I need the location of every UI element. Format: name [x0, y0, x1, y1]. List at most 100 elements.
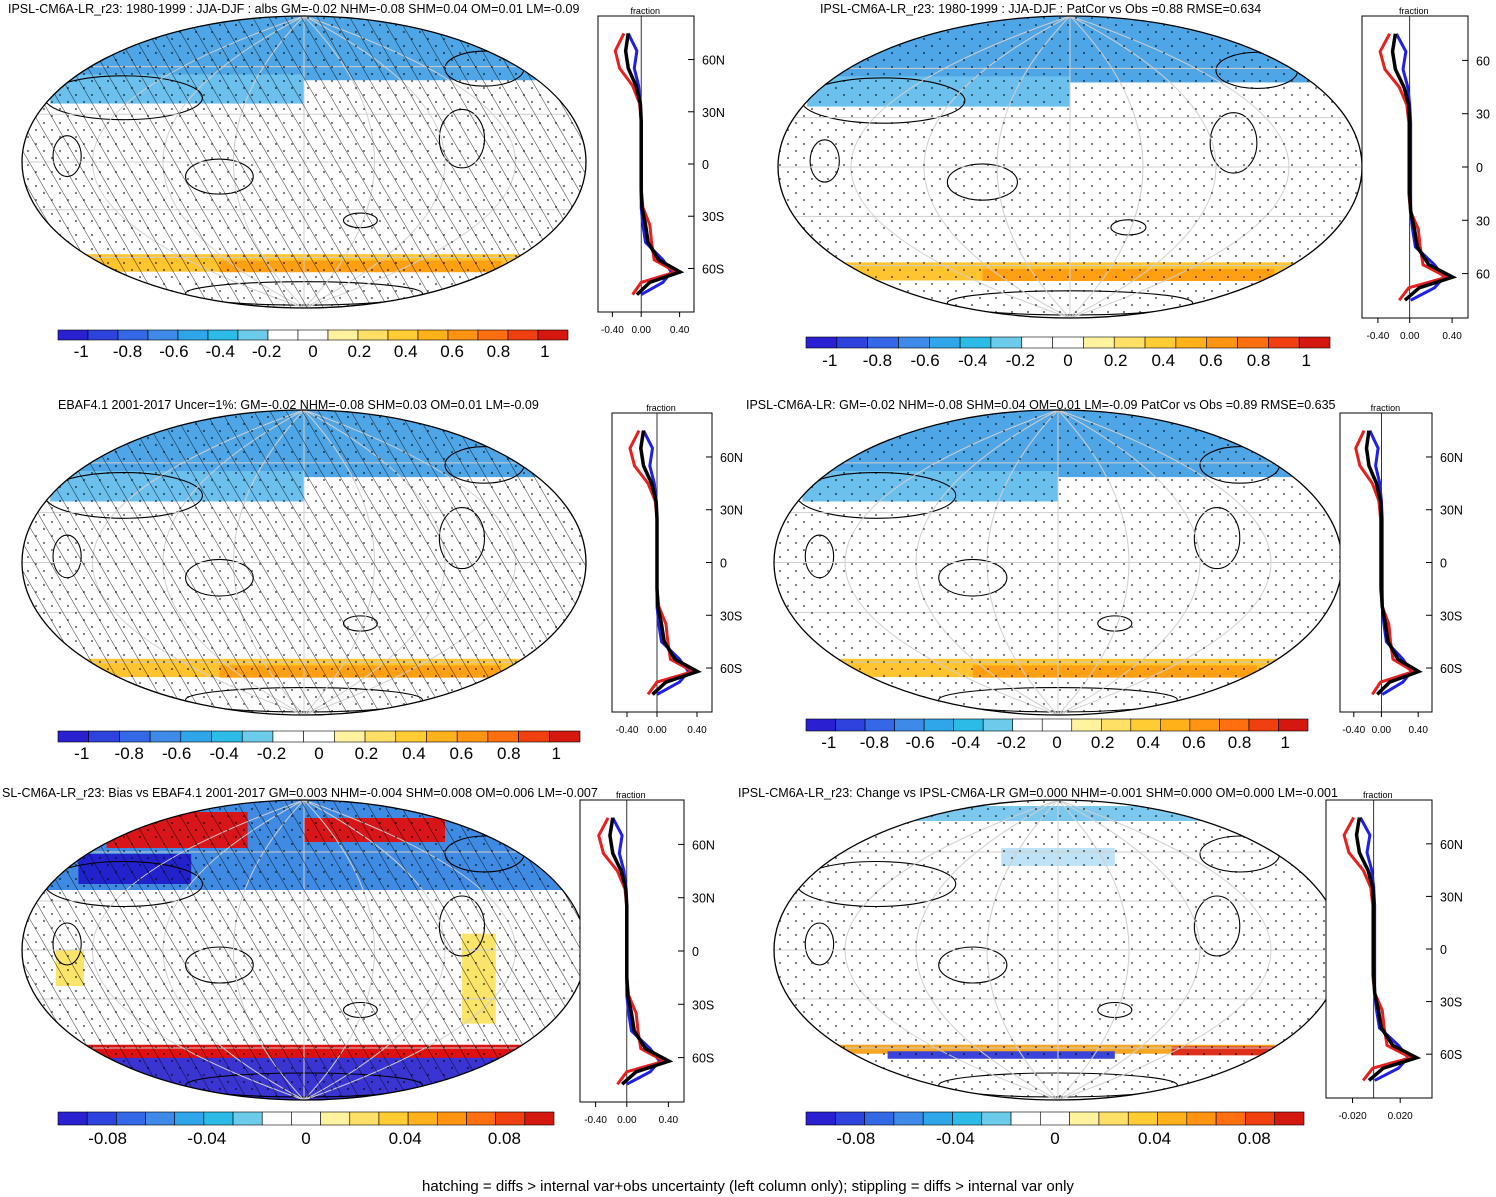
- profile-xtick-label: -0.40: [601, 325, 624, 336]
- profile-xtick-label: 0.40: [1442, 331, 1462, 342]
- map-p4: [773, 409, 1343, 716]
- colorbar-box: [207, 329, 239, 341]
- colorbar-box: [57, 730, 90, 743]
- colorbar-box: [537, 329, 569, 341]
- colorbar-box: [1130, 718, 1161, 732]
- colorbar-tick-label: 0.8: [497, 744, 521, 763]
- profile-frame: [1339, 412, 1433, 713]
- colorbar-box: [1278, 718, 1309, 732]
- colorbar-box: [357, 329, 389, 341]
- colorbar-tick-label: 0.4: [1136, 733, 1160, 752]
- colorbar-box: [1098, 1111, 1129, 1126]
- profile-ytick-label: 60: [1476, 54, 1490, 68]
- colorbar-tick-label: -0.4: [209, 744, 238, 763]
- profile-ytick-label: 0: [1440, 557, 1447, 571]
- profile-ytick-label: 30: [1476, 214, 1490, 228]
- stippling: [774, 800, 1342, 1100]
- profile-ytick-label: 60S: [1440, 1048, 1462, 1062]
- profile-ytick-label: 0: [692, 945, 699, 959]
- profile-multi-curve: [623, 33, 685, 296]
- colorbar-box: [1100, 718, 1132, 732]
- profile-xtick-label: -0.40: [1342, 725, 1365, 736]
- colorbar-box: [477, 329, 509, 341]
- colorbar-box: [898, 336, 930, 349]
- panel-title: SL-CM6A-LR_r23: Bias vs EBAF4.1 2001-201…: [2, 786, 598, 800]
- colorbar-box: [174, 1111, 205, 1126]
- colorbar-box: [387, 329, 419, 341]
- colorbar-box: [990, 336, 1023, 349]
- profile-ytick-label: 30S: [1440, 609, 1462, 623]
- colorbar-tick-label: 1: [540, 342, 549, 361]
- profile-axis-label: fraction: [1399, 6, 1429, 16]
- colorbar-tick-label: 0.2: [355, 744, 379, 763]
- figure-caption: hatching = diffs > internal var+obs unce…: [422, 1178, 1074, 1195]
- stippling: [778, 16, 1362, 318]
- colorbar-tick-label: -0.4: [206, 342, 235, 361]
- colorbar-box: [426, 730, 458, 743]
- colorbar-box: [303, 730, 335, 743]
- profile-ytick-label: 30S: [692, 998, 714, 1012]
- profile-xtick-label: 0.00: [1400, 331, 1420, 342]
- colorbar-box: [203, 1111, 234, 1126]
- colorbar-box: [867, 336, 899, 349]
- profile-ytick-label: 0: [1440, 943, 1447, 957]
- profile-ytick-label: 60: [1476, 268, 1490, 282]
- colorbar-tick-label: 0.2: [1091, 733, 1115, 752]
- profile-xtick-label: -0.40: [584, 1115, 607, 1126]
- map-border: [21, 409, 587, 716]
- profile-ytick-label: 30N: [692, 892, 715, 906]
- colorbar-tick-label: 0.6: [450, 744, 474, 763]
- colorbar-box: [1071, 718, 1102, 732]
- profile-xtick-label: -0.40: [616, 725, 639, 736]
- colorbar-box: [487, 730, 519, 743]
- colorbar-box: [524, 1111, 555, 1126]
- profile-ytick-label: 30S: [702, 210, 724, 224]
- colorbar-box: [1268, 336, 1300, 349]
- stippling: [22, 800, 586, 1100]
- profile-ytick-label: 60N: [702, 54, 725, 68]
- colorbar-tick-label: -0.8: [860, 733, 889, 752]
- profile-multi-curve: [1364, 430, 1423, 696]
- colorbar-box: [1160, 718, 1191, 732]
- colorbar-box: [320, 1111, 351, 1126]
- colorbar-box: [88, 730, 120, 743]
- colorbar-tick-label: 0.08: [1238, 1129, 1271, 1148]
- colorbar-tick-label: 0.6: [440, 342, 464, 361]
- colorbar-tick-label: 0.4: [402, 744, 426, 763]
- colorbar-tick-label: 0: [1052, 733, 1061, 752]
- profile-frame: [597, 15, 695, 313]
- colorbar-tick-label: -0.08: [836, 1129, 875, 1148]
- colorbar-tick-label: -0.04: [187, 1129, 226, 1148]
- colorbar-tick-label: 0.04: [389, 1129, 422, 1148]
- profile-ytick-label: 60N: [1440, 838, 1463, 852]
- profile-ytick-label: 30S: [720, 609, 742, 623]
- map-p6: [773, 799, 1343, 1101]
- colorbar-tick-label: 0.08: [488, 1129, 521, 1148]
- colorbar-box: [893, 1111, 924, 1126]
- colorbar-box: [1069, 1111, 1100, 1126]
- profile-axis-label: fraction: [630, 6, 660, 16]
- profile-xtick-label: 0.40: [670, 325, 690, 336]
- colorbar-box: [952, 1111, 983, 1126]
- map-p2: [777, 15, 1363, 319]
- colorbar-box: [923, 718, 954, 732]
- colorbar-box: [1189, 718, 1220, 732]
- profile-ytick-label: 30N: [1440, 890, 1463, 904]
- colorbar-box: [261, 1111, 292, 1126]
- colorbar-box: [835, 718, 866, 732]
- colorbar-tick-label: 0.2: [348, 342, 372, 361]
- colorbar-box: [834, 1111, 865, 1126]
- colorbar-tick-label: -0.4: [951, 733, 980, 752]
- stippling: [774, 410, 1342, 715]
- map-p3: [21, 409, 587, 716]
- profile-frame: [1325, 799, 1433, 1099]
- colorbar-box: [953, 718, 984, 732]
- colorbar-box: [894, 718, 925, 732]
- colorbar-tick-label: 0.8: [1228, 733, 1252, 752]
- colorbar-tick-label: 0.6: [1182, 733, 1206, 752]
- colorbar-tick-label: -0.2: [997, 733, 1026, 752]
- colorbar-tick-label: 0: [308, 342, 317, 361]
- colorbar-box: [407, 1111, 438, 1126]
- colorbar-box: [1186, 1111, 1217, 1126]
- colorbar-tick-label: -0.6: [910, 351, 939, 370]
